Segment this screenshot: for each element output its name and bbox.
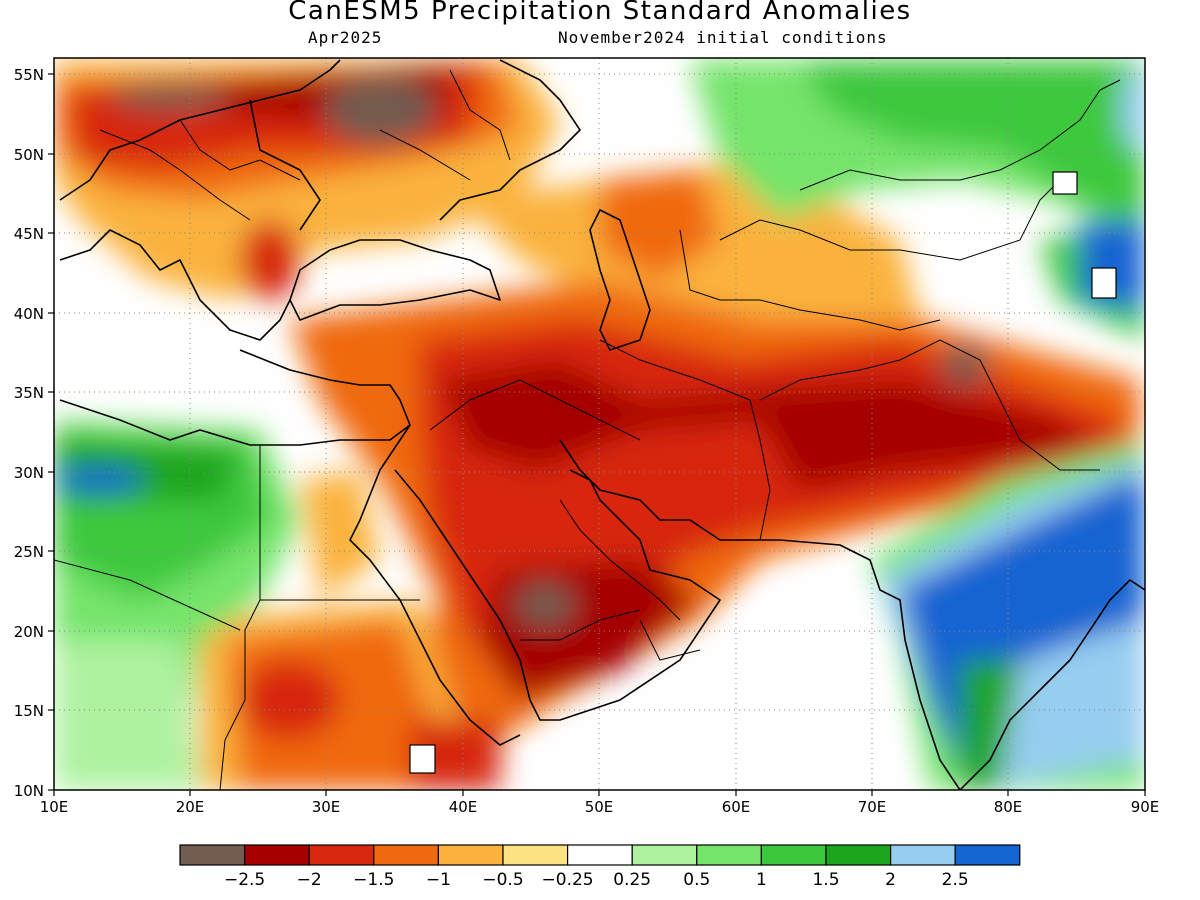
colorbar-label: 1.5	[812, 870, 839, 890]
colorbar-swatch	[889, 844, 956, 866]
colorbar-swatch	[696, 844, 762, 866]
colorbar: −2.5 −2 −1.5 −1 −0.5 −0.25 0.25 0.5 1 1.5 2 2.5	[179, 844, 1021, 890]
chart-title: CanESM5 Precipitation Standard Anomalies	[288, 0, 912, 26]
lat-tick-label: 20N	[14, 623, 44, 641]
colorbar-label: 2	[885, 870, 896, 890]
lon-axis: 10E 20E 30E 40E 50E 60E 70E 80E 90E	[40, 798, 1160, 816]
colorbar-label: −1	[426, 870, 451, 890]
lat-tick-label: 40N	[14, 305, 44, 323]
borders	[54, 69, 1121, 790]
lon-tick-label: 80E	[994, 798, 1023, 816]
colorbar-label: 1	[756, 870, 767, 890]
lon-tick-label: 90E	[1131, 798, 1160, 816]
colorbar-label: −0.25	[542, 870, 594, 890]
colorbar-swatch	[502, 844, 569, 866]
lat-axis: 10N 15N 20N 25N 30N 35N 40N 45N 50N 55N	[14, 66, 44, 800]
anomaly-field	[54, 58, 1145, 790]
data-gaps	[409, 171, 1117, 774]
lon-tick-label: 60E	[722, 798, 751, 816]
lat-tick-label: 35N	[14, 384, 44, 402]
lat-tick-label: 25N	[14, 543, 44, 561]
lon-tick-label: 40E	[449, 798, 478, 816]
valid-month: Apr2025	[308, 28, 383, 47]
colorbar-label: −0.5	[482, 870, 523, 890]
lon-tick-label: 70E	[858, 798, 887, 816]
lat-tick-label: 50N	[14, 146, 44, 164]
initial-conditions: November2024 initial conditions	[558, 28, 888, 47]
lat-tick-label: 15N	[14, 702, 44, 720]
colorbar-swatch	[954, 844, 1021, 866]
colorbar-swatch	[760, 844, 827, 866]
lat-tick-label: 55N	[14, 66, 44, 84]
colorbar-label: −2	[297, 870, 322, 890]
lon-tick-label: 10E	[40, 798, 69, 816]
lon-tick-label: 30E	[312, 798, 341, 816]
colorbar-label: −1.5	[353, 870, 394, 890]
colorbar-swatch	[437, 844, 504, 866]
colorbar-swatch	[308, 844, 375, 866]
colorbar-label: 2.5	[942, 870, 969, 890]
colorbar-label: −2.5	[224, 870, 265, 890]
lon-tick-label: 20E	[176, 798, 205, 816]
lat-tick-label: 10N	[14, 782, 44, 800]
colorbar-swatch	[825, 844, 892, 866]
lat-tick-label: 30N	[14, 464, 44, 482]
colorbar-label: 0.5	[683, 870, 710, 890]
colorbar-label: 0.25	[613, 870, 651, 890]
colorbar-swatch	[631, 844, 698, 866]
colorbar-swatch	[566, 844, 633, 866]
tick-marks	[48, 73, 1146, 796]
colorbar-swatch	[244, 844, 310, 866]
graticule	[54, 58, 1145, 790]
colorbar-swatch	[179, 844, 246, 866]
lon-tick-label: 50E	[585, 798, 614, 816]
lat-tick-label: 45N	[14, 225, 44, 243]
colorbar-swatch	[373, 844, 439, 866]
